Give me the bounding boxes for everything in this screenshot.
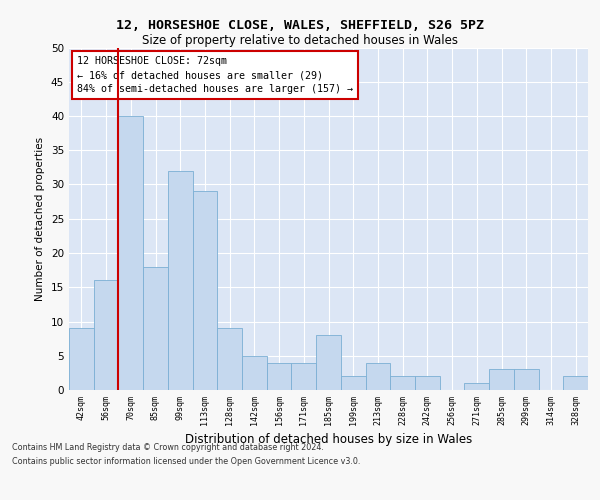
X-axis label: Distribution of detached houses by size in Wales: Distribution of detached houses by size … — [185, 433, 472, 446]
Bar — [365, 362, 390, 390]
Bar — [563, 376, 588, 390]
Bar — [168, 171, 193, 390]
Text: Contains HM Land Registry data © Crown copyright and database right 2024.: Contains HM Land Registry data © Crown c… — [12, 442, 324, 452]
Bar — [143, 266, 168, 390]
Y-axis label: Number of detached properties: Number of detached properties — [35, 136, 46, 301]
Bar — [69, 328, 94, 390]
Bar — [193, 192, 217, 390]
Bar — [118, 116, 143, 390]
Bar — [94, 280, 118, 390]
Text: 12 HORSESHOE CLOSE: 72sqm
← 16% of detached houses are smaller (29)
84% of semi-: 12 HORSESHOE CLOSE: 72sqm ← 16% of detac… — [77, 56, 353, 94]
Bar — [415, 376, 440, 390]
Bar — [316, 335, 341, 390]
Bar — [242, 356, 267, 390]
Bar — [390, 376, 415, 390]
Bar — [292, 362, 316, 390]
Text: 12, HORSESHOE CLOSE, WALES, SHEFFIELD, S26 5PZ: 12, HORSESHOE CLOSE, WALES, SHEFFIELD, S… — [116, 19, 484, 32]
Bar — [341, 376, 365, 390]
Bar — [464, 383, 489, 390]
Bar — [217, 328, 242, 390]
Bar — [267, 362, 292, 390]
Bar — [514, 370, 539, 390]
Text: Size of property relative to detached houses in Wales: Size of property relative to detached ho… — [142, 34, 458, 47]
Bar — [489, 370, 514, 390]
Text: Contains public sector information licensed under the Open Government Licence v3: Contains public sector information licen… — [12, 458, 361, 466]
